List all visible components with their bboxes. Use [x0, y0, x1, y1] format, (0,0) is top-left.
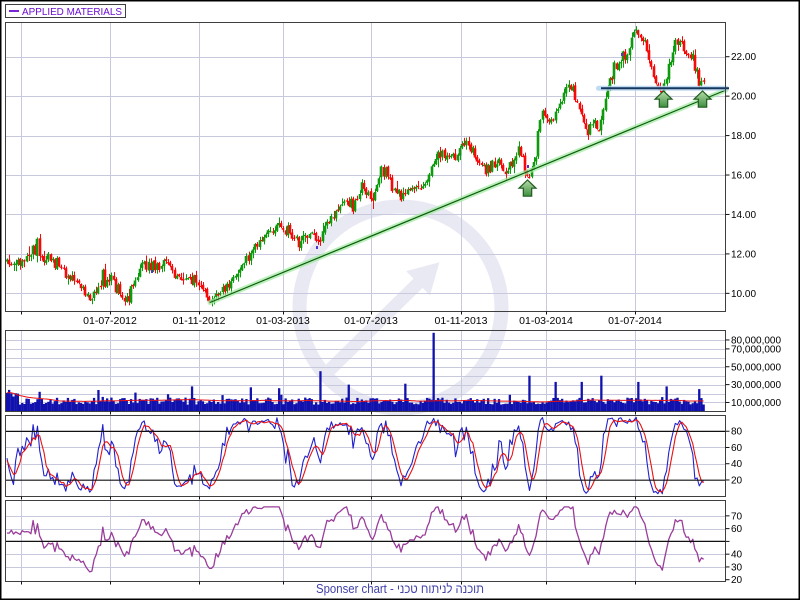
svg-text:40: 40 [731, 550, 743, 561]
svg-text:70,000,000: 70,000,000 [731, 344, 781, 355]
svg-text:30,000,000: 30,000,000 [731, 380, 781, 391]
svg-text:01-03-2014: 01-03-2014 [519, 315, 573, 327]
svg-text:50,000,000: 50,000,000 [731, 362, 781, 373]
svg-text:30: 30 [731, 562, 743, 573]
svg-text:14.00: 14.00 [731, 210, 756, 221]
svg-text:40: 40 [731, 459, 743, 470]
svg-text:60: 60 [731, 524, 743, 535]
svg-text:18.00: 18.00 [731, 131, 756, 142]
svg-text:APPLIED MATERIALS: APPLIED MATERIALS [22, 6, 122, 18]
svg-text:01-11-2013: 01-11-2013 [435, 315, 488, 327]
svg-text:Sponser chart - תוכנה לניתוח ט: Sponser chart - תוכנה לניתוח טכני [316, 582, 484, 596]
svg-text:12.00: 12.00 [731, 249, 756, 260]
svg-text:80: 80 [731, 427, 743, 438]
svg-text:10.00: 10.00 [731, 289, 756, 300]
svg-text:70: 70 [731, 511, 743, 522]
svg-text:01-07-2013: 01-07-2013 [344, 315, 398, 327]
svg-text:01-07-2012: 01-07-2012 [83, 315, 137, 327]
svg-text:16.00: 16.00 [731, 171, 756, 182]
svg-text:01-03-2013: 01-03-2013 [256, 315, 310, 327]
svg-text:60: 60 [731, 443, 743, 454]
svg-text:22.00: 22.00 [731, 52, 756, 63]
svg-text:20: 20 [731, 575, 743, 586]
svg-text:80,000,000: 80,000,000 [731, 335, 781, 346]
svg-text:01-07-2014: 01-07-2014 [608, 315, 662, 327]
svg-text:20.00: 20.00 [731, 92, 756, 103]
svg-text:10,000,000: 10,000,000 [731, 398, 781, 409]
svg-text:01-11-2012: 01-11-2012 [173, 315, 226, 327]
svg-text:20: 20 [731, 475, 743, 486]
